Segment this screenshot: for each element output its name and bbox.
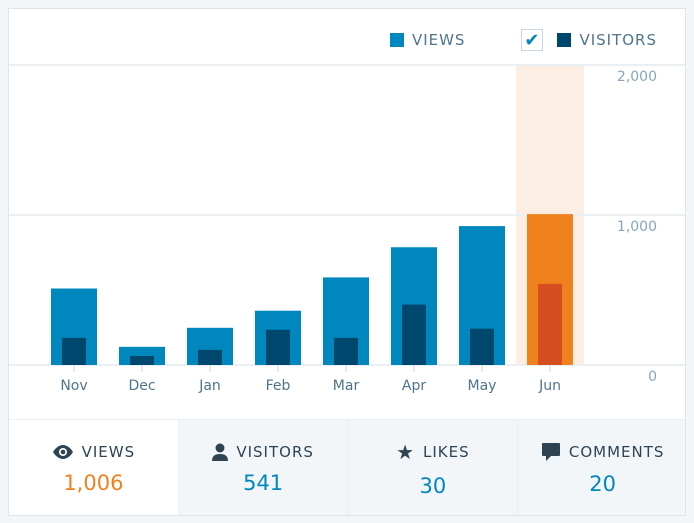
bar-chart: 0 1,000 2,000 Nov Dec Jan Feb Mar Apr May Jun (9, 64, 685, 394)
star-icon: ★ (396, 440, 416, 464)
visitors-bar (130, 356, 154, 365)
legend: VIEWS ✔ VISITORS (389, 29, 657, 51)
tab-visitors[interactable]: VISITORS 541 (177, 420, 348, 515)
visitors-bar (538, 283, 562, 365)
visitors-bar (402, 304, 426, 365)
y-tick-label: 0 (648, 369, 657, 385)
visitors-bar (470, 328, 494, 365)
tab-value: 30 (419, 474, 447, 498)
tab-value: 20 (589, 472, 616, 496)
x-tick-label: Jun (538, 378, 561, 394)
visitors-swatch (557, 33, 572, 47)
tab-comments[interactable]: COMMENTS 20 (517, 420, 685, 515)
views-swatch (389, 33, 404, 47)
visitors-bar (334, 337, 358, 365)
visitors-bar (266, 329, 290, 365)
x-tick-label: Feb (266, 378, 291, 394)
tab-label: VIEWS (81, 443, 136, 461)
tab-value: 541 (243, 471, 284, 495)
comment-icon (541, 443, 560, 461)
y-tick-label: 2,000 (617, 69, 657, 85)
tab-label: VISITORS (236, 443, 314, 461)
stats-card: VIEWS ✔ VISITORS 0 1,000 2,000 Nov Dec Jan Feb… (8, 8, 686, 516)
person-icon (212, 443, 229, 461)
legend-visitors: VISITORS (579, 31, 657, 49)
visitors-checkbox[interactable]: ✔ (521, 29, 544, 51)
visitors-bar (198, 349, 222, 365)
visitors-bar (62, 337, 86, 365)
x-tick-label: Dec (128, 378, 155, 394)
x-tick-label: Mar (333, 378, 360, 394)
tab-value: 1,006 (63, 471, 124, 495)
x-tick-label: Jan (198, 378, 221, 394)
y-tick-label: 1,000 (617, 219, 657, 235)
legend-views: VIEWS (411, 31, 466, 49)
tab-views[interactable]: VIEWS 1,006 (9, 420, 178, 515)
tab-label: COMMENTS (568, 443, 665, 461)
eye-icon (52, 445, 73, 459)
x-tick-label: May (468, 378, 497, 394)
stats-tabs: VIEWS 1,006 VISITORS 541 ★ LIKES 30 COMME… (9, 419, 685, 515)
tab-likes[interactable]: ★ LIKES 30 (347, 420, 518, 515)
tab-label: LIKES (423, 443, 470, 461)
checkmark-icon: ✔ (524, 29, 541, 51)
x-tick-label: Apr (402, 378, 426, 394)
x-tick-label: Nov (60, 378, 87, 394)
